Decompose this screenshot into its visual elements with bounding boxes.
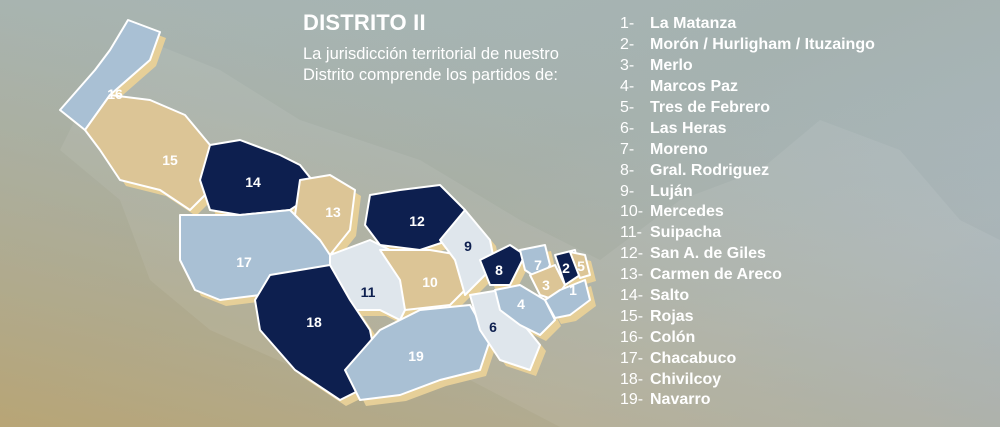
region-8-gral-rodriguez[interactable]: [479, 244, 526, 286]
list-item: 15- Rojas: [620, 306, 875, 327]
list-item-name: Morón / Hurligham / Ituzaingo: [650, 36, 875, 54]
map-label-7: 7: [534, 257, 542, 273]
map-label-3: 3: [542, 277, 550, 293]
list-item-number: 10-: [620, 203, 644, 221]
list-item-number: 2-: [620, 36, 635, 54]
list-item: 1- La Matanza: [620, 14, 875, 35]
list-item-number: 4-: [620, 78, 635, 96]
subtitle-line-1: La jurisdicción territorial de nuestro: [303, 45, 559, 63]
list-item: 3- Merlo: [620, 56, 875, 77]
list-item-number: 5-: [620, 99, 635, 116]
list-item-number: 9-: [620, 182, 635, 200]
list-item-number: 13-: [620, 266, 644, 284]
list-item-name: Luján: [650, 182, 693, 200]
list-item-name: San A. de Giles: [650, 245, 766, 263]
list-item-number: 7-: [620, 140, 635, 158]
map-label-10: 10: [422, 274, 438, 290]
list-item-name: Suipacha: [650, 224, 722, 242]
list-item-name: Merlo: [650, 57, 693, 75]
region-4-marcos-paz[interactable]: [494, 284, 556, 336]
list-item-number: 16-: [620, 328, 644, 346]
map-label-14: 14: [245, 174, 261, 190]
list-item: 4- Marcos Paz: [620, 77, 875, 98]
list-item: 17- Chacabuco: [620, 348, 875, 369]
region-5-tres-de-febrero[interactable]: [569, 251, 591, 279]
list-item-name: Mercedes: [650, 203, 724, 221]
list-item-name: Marcos Paz: [650, 78, 739, 96]
list-item: 6- Las Heras: [620, 118, 875, 139]
list-item: 13- Carmen de Areco: [620, 265, 875, 286]
list-item: 2- Morón / Hurligham / Ituzaingo: [620, 35, 875, 56]
list-item: 14- Salto: [620, 286, 875, 307]
list-item: 19- Navarro: [620, 390, 875, 411]
list-item-number: 11-: [620, 224, 642, 242]
list-item: 16- Colón: [620, 327, 875, 348]
list-item-name: Rojas: [650, 307, 694, 325]
list-item: 7- Moreno: [620, 139, 875, 160]
map-label-1: 1: [569, 282, 577, 298]
list-item: 11- Suipacha: [620, 223, 875, 244]
list-item-number: 12-: [620, 245, 644, 263]
map-label-15: 15: [162, 152, 178, 168]
list-item: 8- Gral. Rodriguez: [620, 160, 875, 181]
map-label-6: 6: [489, 319, 497, 335]
region-10-mercedes[interactable]: [379, 249, 466, 311]
list-item-number: 1-: [620, 15, 635, 33]
page-title: DISTRITO II: [303, 10, 426, 35]
subtitle-line-2: Distrito comprende los partidos de:: [303, 66, 558, 84]
list-item: 18- Chivilcoy: [620, 369, 875, 390]
list-item-number: 8-: [620, 161, 635, 179]
region-15-rojas[interactable]: [84, 94, 221, 211]
list-item-number: 18-: [620, 370, 644, 388]
map-label-9: 9: [464, 238, 472, 254]
map-label-5: 5: [577, 258, 585, 274]
list-item-name: Colón: [650, 328, 696, 346]
list-item-name: Gral. Rodriguez: [650, 161, 770, 179]
map-labels: 16 15 14 13 12 17 9 8 7 2 5 11 10 3 1 4 …: [107, 86, 585, 364]
list-item-name: Tres de Febrero: [650, 99, 771, 116]
list-item-name: Salto: [650, 287, 690, 305]
list-item: 12- San A. de Giles: [620, 244, 875, 265]
list-item-name: Navarro: [650, 391, 711, 409]
map-label-19: 19: [408, 348, 424, 364]
list-item-name: Chivilcoy: [650, 370, 722, 388]
map-label-17: 17: [236, 254, 252, 270]
page-subtitle: La jurisdicción territorial de nuestro D…: [303, 44, 603, 86]
list-item-name: Chacabuco: [650, 349, 737, 367]
list-item-name: La Matanza: [650, 15, 737, 33]
map-label-4: 4: [517, 296, 525, 312]
list-item-number: 15-: [620, 307, 644, 325]
map-label-8: 8: [495, 262, 503, 278]
region-1-la-matanza[interactable]: [544, 279, 591, 319]
list-item-number: 19-: [620, 391, 644, 409]
list-item: 5- Tres de Febrero: [620, 98, 875, 119]
map-regions: [59, 19, 591, 401]
map-label-12: 12: [409, 213, 425, 229]
partidos-list: 1- La Matanza 2- Morón / Hurligham / Ituza…: [620, 14, 875, 411]
map-label-13: 13: [325, 204, 341, 220]
list-item-name: Moreno: [650, 140, 708, 158]
region-19-navarro[interactable]: [344, 304, 491, 401]
map-label-11: 11: [361, 284, 376, 300]
map-label-18: 18: [306, 314, 322, 330]
list-item-number: 3-: [620, 57, 635, 75]
list-item-number: 6-: [620, 119, 635, 137]
list-item-name: Carmen de Areco: [650, 266, 782, 284]
map-label-2: 2: [562, 260, 570, 276]
list-item-name: Las Heras: [650, 119, 727, 137]
list-item-number: 17-: [620, 349, 644, 367]
list-item-number: 14-: [620, 287, 644, 305]
list-item: 10- Mercedes: [620, 202, 875, 223]
list-item: 9- Luján: [620, 181, 875, 202]
region-13-carmen-de-areco[interactable]: [294, 174, 356, 256]
map-label-16: 16: [107, 86, 123, 102]
